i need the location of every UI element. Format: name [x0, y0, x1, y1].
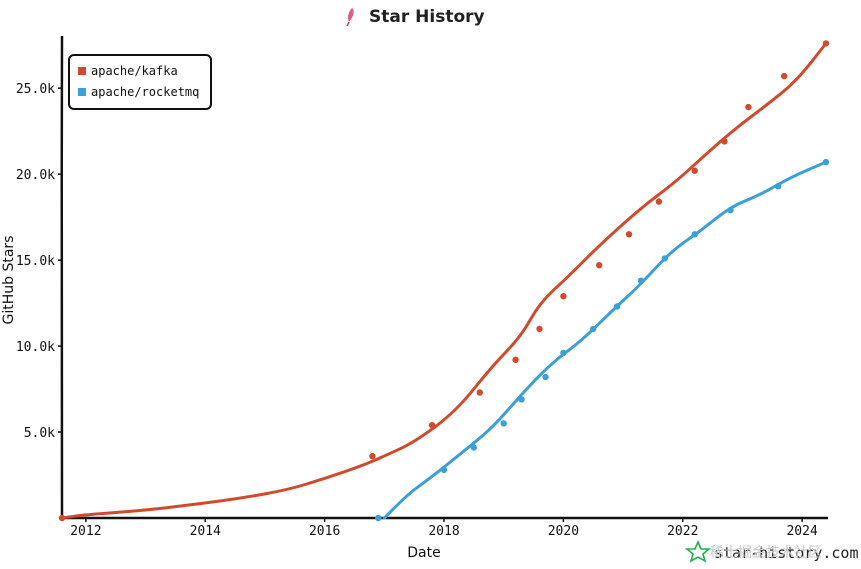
y-tick-label: 10.0k	[16, 340, 55, 355]
feather-icon	[346, 8, 354, 27]
star-history-logo-icon	[684, 539, 712, 563]
data-point-rocketmq	[613, 303, 621, 310]
data-point-kafka	[655, 198, 663, 205]
data-point-kafka	[476, 389, 483, 396]
axes	[60, 35, 829, 520]
data-point-kafka	[512, 356, 519, 363]
data-point-kafka	[596, 262, 603, 269]
data-point-kafka	[536, 325, 543, 333]
data-point-kafka	[822, 40, 830, 47]
chart-title: Star History	[346, 7, 485, 27]
data-point-kafka	[745, 103, 752, 111]
data-point-rocketmq	[775, 183, 782, 190]
y-axis-line	[60, 35, 64, 519]
data-point-kafka	[625, 231, 633, 238]
y-tick-label: 15.0k	[16, 254, 55, 269]
series-line-rocketmq	[382, 160, 828, 520]
x-axis-line	[61, 516, 829, 520]
data-point-rocketmq	[691, 231, 698, 238]
data-point-rocketmq	[500, 420, 507, 427]
x-tick-label: 2012	[70, 524, 101, 539]
legend-label-rocketmq: apache/rocketmq	[91, 85, 199, 99]
x-tick-label: 2024	[786, 524, 817, 539]
x-axis-ticks: 2012 2014 2016 2018 2020 2022 2024	[70, 518, 818, 539]
y-tick-label: 25.0k	[16, 82, 55, 97]
legend-box	[68, 54, 212, 110]
data-point-rocketmq	[661, 255, 668, 262]
data-point-rocketmq	[822, 158, 830, 166]
watermark-site-text[interactable]: star-history.com	[714, 544, 859, 562]
legend-label-kafka: apache/kafka	[91, 64, 178, 78]
y-tick-label: 20.0k	[16, 168, 55, 183]
legend: apache/kafka apache/rocketmq	[68, 54, 212, 110]
x-axis-label: Date	[407, 545, 440, 561]
data-point-kafka	[691, 167, 698, 174]
data-point-kafka	[560, 293, 567, 300]
legend-swatch-rocketmq	[78, 88, 86, 96]
data-point-kafka	[369, 452, 376, 460]
series-kafka	[58, 40, 830, 522]
legend-swatch-kafka	[78, 67, 86, 75]
data-point-rocketmq	[518, 396, 525, 403]
x-tick-label: 2020	[548, 524, 579, 539]
x-tick-label: 2014	[190, 524, 221, 539]
y-tick-label: 5.0k	[24, 426, 55, 441]
data-point-rocketmq	[637, 277, 645, 284]
y-axis-label: GitHub Stars	[1, 236, 17, 325]
y-axis-ticks: 5.0k 10.0k 15.0k 20.0k 25.0k	[16, 82, 62, 441]
data-point-rocketmq	[470, 444, 477, 451]
data-point-kafka	[58, 514, 66, 522]
data-point-rocketmq	[542, 373, 549, 381]
series-line-kafka	[60, 41, 828, 520]
data-point-rocketmq	[590, 325, 597, 333]
data-point-rocketmq	[375, 514, 382, 522]
data-point-kafka	[721, 138, 728, 145]
data-point-rocketmq	[560, 349, 567, 357]
x-tick-label: 2018	[428, 524, 459, 539]
data-point-rocketmq	[727, 207, 734, 214]
chart-title-text: Star History	[369, 7, 485, 27]
x-tick-label: 2022	[667, 524, 698, 539]
series-rocketmq	[375, 158, 830, 522]
data-point-rocketmq	[440, 466, 448, 474]
data-point-kafka	[428, 422, 436, 429]
x-tick-label: 2016	[309, 524, 340, 539]
series-layer	[58, 40, 830, 522]
watermark[interactable]: star-history.com 稀土掘金技术社区	[684, 539, 859, 563]
watermark-cn-overlay: 稀土掘金技术社区	[710, 545, 822, 561]
data-point-kafka	[781, 72, 788, 80]
